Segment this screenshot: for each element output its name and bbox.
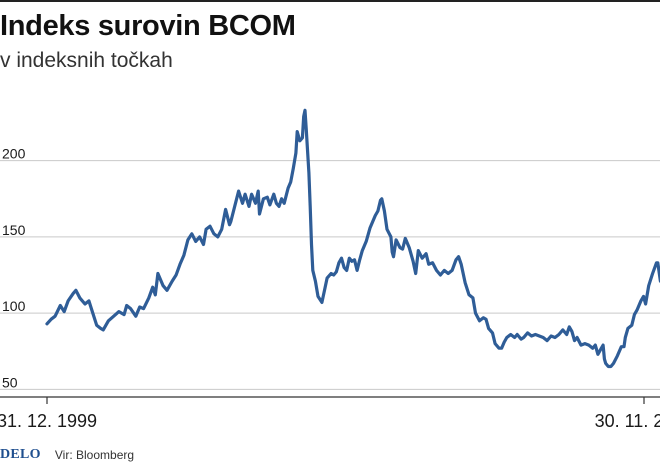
source-note: Vir: Bloomberg	[54, 448, 135, 462]
delo-logo: DELO	[0, 447, 41, 462]
y-tick-label: 200	[2, 146, 26, 162]
y-tick-label: 150	[2, 222, 26, 238]
top-rule	[0, 0, 660, 2]
footer: DELO Vir: Bloomberg	[0, 444, 134, 466]
chart-subtitle: v indeksnih točkah	[0, 49, 173, 72]
y-tick-label: 50	[2, 374, 18, 390]
y-tick-label: 100	[2, 298, 26, 314]
series-line	[45, 108, 660, 369]
chart-title: Indeks surovin BCOM	[0, 10, 296, 42]
x-tick-label: 31. 12. 1999	[0, 411, 97, 431]
x-tick-label: 30. 11. 2022	[595, 411, 660, 431]
